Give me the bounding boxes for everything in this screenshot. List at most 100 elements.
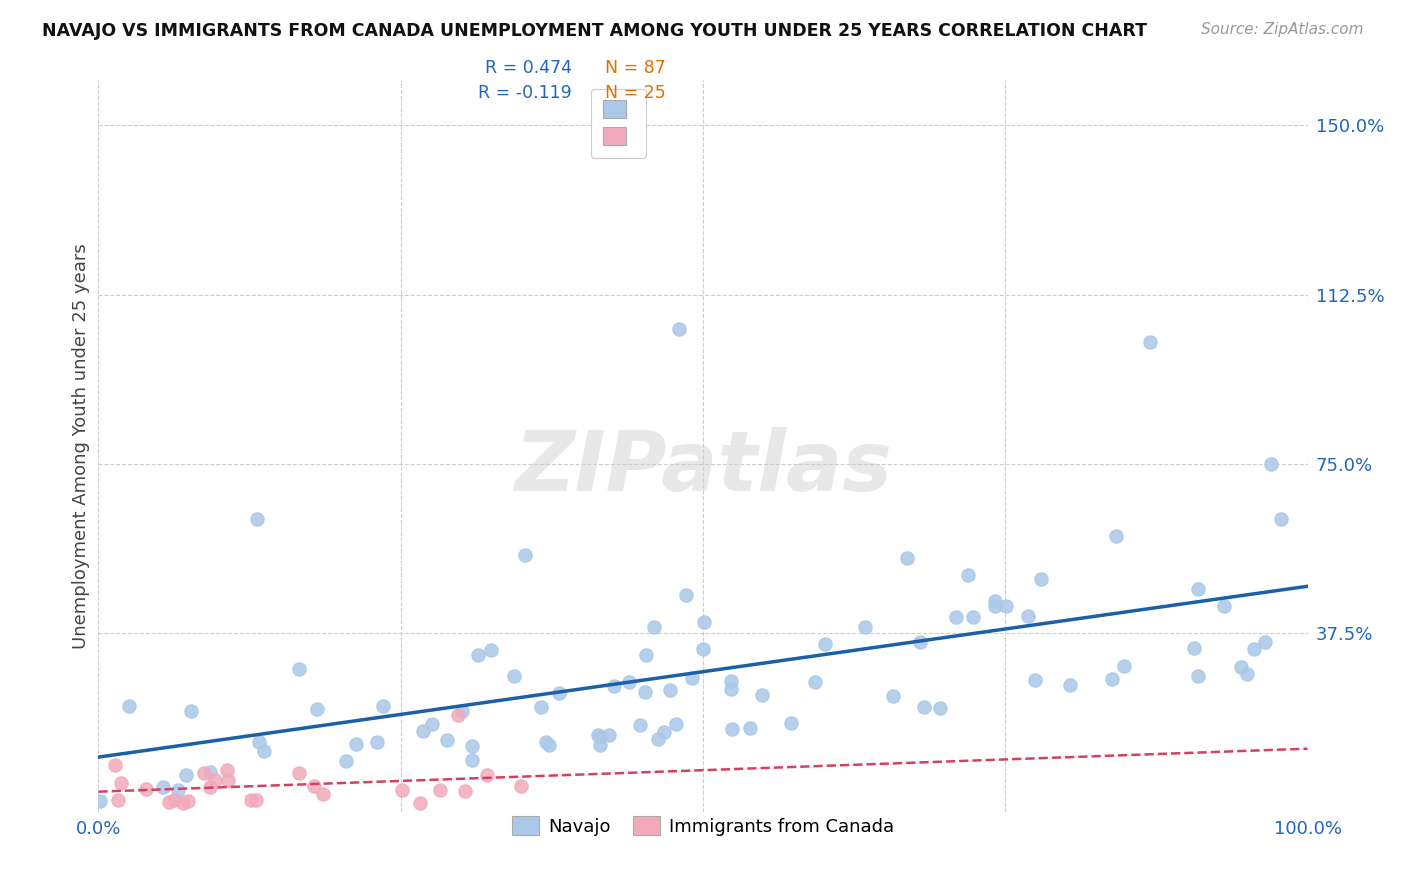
Text: N = 87: N = 87 [605,59,665,77]
Point [475,767,498,781]
Point [409,796,432,810]
Point [548,686,571,700]
Point [346,737,368,751]
Point [89,793,111,807]
Point [180,704,202,718]
Point [249,735,271,749]
Point [110,776,132,790]
Point [721,722,744,736]
Point [107,793,129,807]
Point [675,588,697,602]
Point [461,753,484,767]
Text: R = 0.474: R = 0.474 [485,59,572,77]
Point [246,512,269,526]
Point [628,718,651,732]
Point [855,620,877,634]
Point [693,615,716,629]
Point [908,635,931,649]
Point [412,724,434,739]
Point [172,796,194,810]
Point [537,738,560,752]
Point [912,699,935,714]
Point [420,717,443,731]
Point [446,708,468,723]
Point [335,754,357,768]
Point [738,721,761,735]
Point [461,739,484,753]
Point [1031,572,1053,586]
Point [1187,669,1209,683]
Point [117,699,139,714]
Point [1213,599,1236,613]
Point [217,763,239,777]
Point [200,780,222,794]
Point [945,610,967,624]
Point [176,794,198,808]
Point [152,780,174,794]
Point [882,690,904,704]
Point [193,766,215,780]
Legend: Navajo, Immigrants from Canada: Navajo, Immigrants from Canada [505,809,901,843]
Point [436,732,458,747]
Point [479,642,502,657]
Point [450,704,472,718]
Point [1243,642,1265,657]
Point [366,735,388,749]
Point [617,675,640,690]
Point [652,725,675,739]
Point [586,728,609,742]
Point [1059,678,1081,692]
Point [1101,672,1123,686]
Point [647,732,669,747]
Point [167,783,190,797]
Point [135,781,157,796]
Point [896,551,918,566]
Point [598,729,620,743]
Point [204,772,226,787]
Point [804,675,827,690]
Point [287,662,309,676]
Point [245,793,267,807]
Point [603,679,626,693]
Point [253,744,276,758]
Point [665,717,688,731]
Point [1184,641,1206,656]
Point [454,784,477,798]
Point [589,738,612,752]
Point [536,735,558,749]
Point [668,321,690,335]
Point [1105,529,1128,543]
Text: N = 25: N = 25 [605,84,665,102]
Y-axis label: Unemployment Among Youth under 25 years: Unemployment Among Youth under 25 years [72,244,90,648]
Point [589,730,612,744]
Point [983,594,1005,608]
Text: NAVAJO VS IMMIGRANTS FROM CANADA UNEMPLOYMENT AMONG YOUTH UNDER 25 YEARS CORRELA: NAVAJO VS IMMIGRANTS FROM CANADA UNEMPLO… [42,22,1147,40]
Point [515,548,537,562]
Point [157,795,180,809]
Point [429,783,451,797]
Point [692,641,714,656]
Point [163,793,186,807]
Point [305,702,328,716]
Point [720,681,742,696]
Point [510,779,533,793]
Point [288,765,311,780]
Point [681,671,703,685]
Point [530,699,553,714]
Point [994,599,1017,613]
Point [634,648,657,662]
Point [984,599,1007,613]
Point [1254,635,1277,649]
Point [1114,659,1136,673]
Point [371,699,394,714]
Point [658,683,681,698]
Text: ZIPatlas: ZIPatlas [515,427,891,508]
Point [1236,666,1258,681]
Point [962,610,984,624]
Point [467,648,489,662]
Point [1270,511,1292,525]
Point [813,637,835,651]
Point [312,787,335,801]
Point [198,765,221,780]
Point [1024,673,1046,687]
